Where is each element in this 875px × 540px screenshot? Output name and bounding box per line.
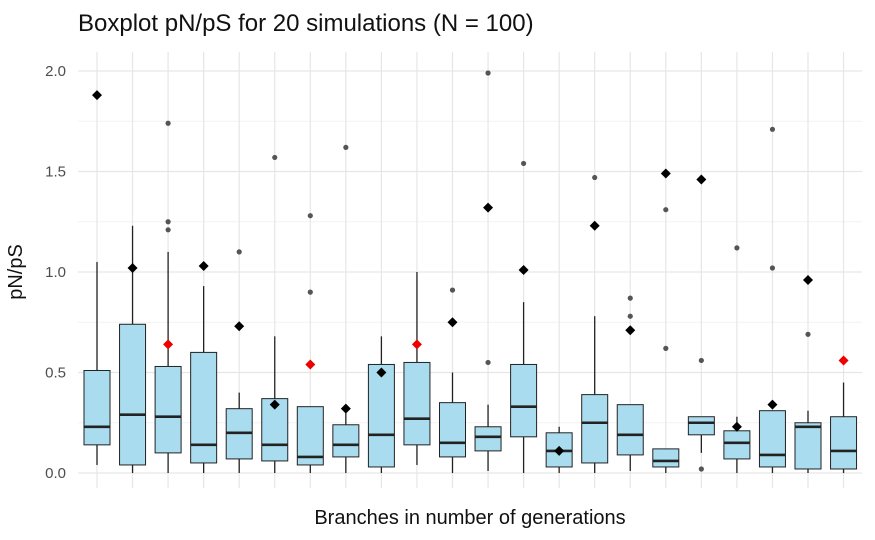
box-body: [403, 361, 431, 446]
outlier-point: [307, 213, 313, 219]
diamond-marker: [838, 355, 849, 366]
diamond-marker: [660, 168, 671, 179]
box-body: [794, 422, 822, 470]
box-body: [474, 426, 502, 452]
outlier-point: [449, 287, 456, 293]
diamond-marker: [340, 403, 351, 414]
diamond-marker: [554, 445, 565, 456]
box-16: [616, 295, 644, 471]
highlight-markers: [92, 90, 849, 456]
outlier-point: [165, 227, 171, 233]
box-11: [439, 287, 466, 473]
outlier-point: [769, 126, 776, 132]
y-tick-label: 0.0: [45, 465, 66, 482]
box-body: [296, 406, 324, 466]
diamond-marker: [447, 317, 458, 328]
outlier-point: [485, 359, 491, 366]
y-axis-ticks: 0.0 0.5 1.0 1.5 2.0: [45, 63, 66, 482]
diamond-marker: [696, 174, 707, 185]
diamond-marker: [483, 202, 494, 213]
box-6: [261, 154, 289, 473]
y-axis-title: pN/pS: [5, 244, 27, 300]
diamond-marker: [163, 339, 174, 350]
box-series: [83, 70, 858, 473]
outlier-point: [236, 249, 242, 255]
diamond-marker: [269, 399, 280, 410]
outlier-point: [663, 207, 669, 213]
x-axis-title: Branches in number of generations: [314, 507, 625, 529]
box-4: [190, 286, 218, 473]
diamond-marker: [589, 220, 600, 231]
y-tick-label: 0.5: [45, 365, 66, 382]
outlier-point: [165, 219, 171, 225]
outlier-point: [698, 466, 704, 472]
outlier-point: [592, 174, 598, 181]
y-tick-label: 1.5: [45, 164, 66, 181]
diamond-marker: [803, 275, 813, 286]
box-1: [83, 261, 111, 465]
diamond-marker: [92, 90, 102, 101]
box-body: [830, 416, 858, 470]
y-tick-label: 1.0: [45, 264, 66, 281]
outlier-point: [734, 245, 740, 251]
box-12: [474, 70, 502, 471]
box-body: [190, 351, 218, 464]
diamond-marker: [767, 399, 778, 410]
outlier-point: [627, 295, 633, 301]
box-body: [616, 404, 644, 456]
outlier-point: [805, 331, 811, 337]
box-body: [439, 402, 466, 458]
outlier-point: [698, 357, 704, 364]
diamond-marker: [305, 359, 316, 370]
outlier-point: [521, 160, 527, 167]
diamond-marker: [376, 367, 387, 378]
outlier-point: [165, 120, 171, 126]
box-5: [225, 249, 253, 473]
outlier-point: [272, 154, 278, 161]
box-body: [652, 448, 680, 468]
box-22: [830, 382, 858, 473]
outlier-point: [769, 265, 776, 271]
box-2: [119, 225, 147, 473]
box-body: [83, 369, 111, 446]
box-body: [332, 424, 360, 458]
box-body: [154, 365, 182, 454]
diamond-marker: [411, 339, 422, 350]
box-body: [723, 430, 751, 460]
box-18: [687, 357, 715, 472]
box-8: [332, 144, 360, 473]
outlier-point: [627, 313, 633, 319]
outlier-point: [307, 289, 313, 295]
y-tick-label: 2.0: [45, 63, 66, 80]
box-21: [794, 331, 822, 473]
box-body: [581, 394, 609, 464]
diamond-marker: [518, 264, 529, 275]
chart-title: Boxplot pN/pS for 20 simulations (N = 10…: [78, 10, 534, 37]
box-body: [510, 363, 538, 438]
box-body: [687, 416, 715, 436]
box-body: [367, 363, 395, 468]
box-20: [758, 126, 786, 473]
outlier-point: [663, 345, 669, 351]
box-15: [581, 174, 609, 473]
diamond-marker: [731, 421, 742, 432]
box-10: [403, 272, 431, 465]
box-7: [296, 213, 324, 473]
box-19: [723, 245, 751, 473]
box-17: [652, 207, 680, 473]
box-13: [510, 160, 538, 473]
diamond-marker: [625, 325, 636, 336]
box-body: [758, 410, 786, 468]
diamond-marker: [198, 260, 209, 271]
diamond-marker: [234, 321, 245, 332]
box-9: [367, 336, 395, 473]
diamond-marker: [127, 262, 138, 273]
outlier-point: [343, 144, 349, 150]
box-body: [119, 323, 147, 466]
outlier-point: [485, 70, 491, 76]
